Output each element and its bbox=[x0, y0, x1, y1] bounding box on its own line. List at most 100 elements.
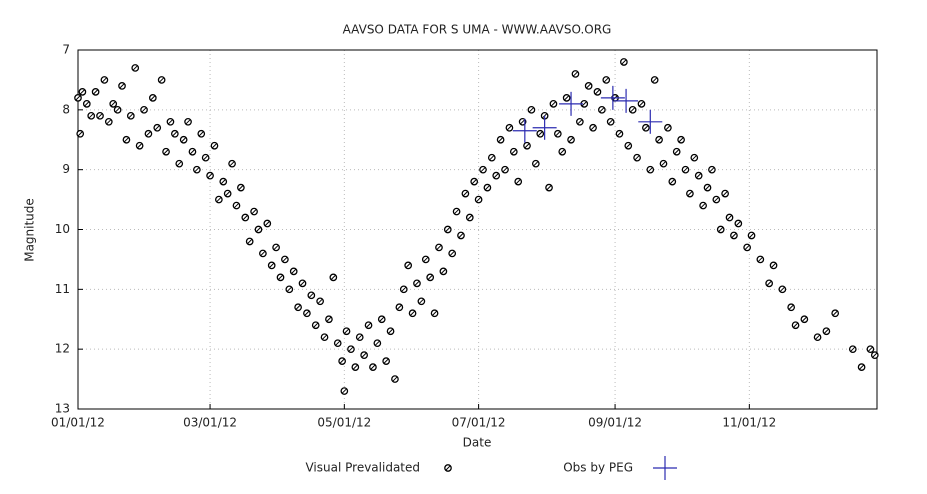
circle-marker bbox=[501, 165, 509, 174]
x-tick-label: 09/01/12 bbox=[588, 416, 642, 430]
circle-marker bbox=[536, 129, 545, 138]
circle-marker bbox=[263, 219, 272, 228]
circle-marker bbox=[232, 201, 241, 210]
marker-part bbox=[533, 161, 539, 167]
marker-part bbox=[295, 304, 301, 310]
circle-marker bbox=[435, 243, 443, 252]
marker-part bbox=[471, 179, 477, 184]
marker-part bbox=[163, 149, 169, 155]
marker-part bbox=[286, 286, 292, 292]
marker-part bbox=[432, 310, 437, 316]
circle-marker bbox=[606, 117, 615, 126]
circle-marker bbox=[443, 225, 452, 234]
marker-part bbox=[445, 227, 451, 232]
circle-marker bbox=[800, 315, 809, 324]
circle-marker bbox=[668, 177, 677, 186]
circle-marker bbox=[241, 213, 250, 222]
circle-marker bbox=[408, 309, 417, 318]
x-tick-label: 01/01/12 bbox=[51, 416, 105, 430]
marker-part bbox=[93, 89, 98, 95]
marker-part bbox=[207, 173, 213, 179]
circle-marker bbox=[386, 327, 395, 336]
circle-marker bbox=[91, 88, 100, 96]
circle-marker bbox=[87, 111, 96, 120]
marker-part bbox=[731, 233, 737, 238]
marker-part bbox=[339, 358, 345, 364]
circle-marker bbox=[426, 273, 435, 282]
marker-part bbox=[454, 209, 459, 214]
marker-part bbox=[141, 107, 147, 113]
circle-marker bbox=[747, 231, 756, 240]
marker-part bbox=[476, 197, 481, 202]
plot-frame bbox=[77, 49, 878, 410]
marker-part bbox=[599, 107, 605, 113]
marker-part bbox=[489, 155, 495, 161]
circle-marker bbox=[193, 165, 201, 174]
marker-part bbox=[326, 316, 332, 322]
circle-marker bbox=[677, 135, 685, 144]
plus-marker bbox=[532, 115, 557, 140]
circle-marker bbox=[118, 82, 126, 90]
marker-part bbox=[559, 149, 565, 155]
marker-part bbox=[172, 131, 178, 137]
marker-part bbox=[520, 119, 525, 125]
circle-marker bbox=[320, 333, 329, 342]
circle-marker bbox=[866, 345, 875, 354]
circle-marker bbox=[153, 123, 162, 132]
circle-marker bbox=[474, 195, 483, 204]
circle-marker bbox=[703, 183, 712, 192]
circle-marker bbox=[351, 363, 360, 371]
marker-part bbox=[480, 167, 486, 173]
circle-marker bbox=[708, 165, 716, 174]
marker-part bbox=[524, 143, 530, 149]
circle-marker bbox=[250, 207, 258, 216]
x-axis-label: Date bbox=[463, 436, 492, 450]
circle-marker bbox=[483, 183, 492, 192]
circle-marker bbox=[135, 141, 144, 150]
circle-marker bbox=[487, 153, 496, 162]
circle-marker bbox=[523, 141, 531, 150]
marker-part bbox=[581, 101, 587, 107]
marker-part bbox=[603, 77, 609, 83]
marker-part bbox=[405, 263, 411, 268]
circle-marker bbox=[188, 147, 197, 156]
marker-part bbox=[678, 137, 684, 143]
circle-marker bbox=[259, 249, 267, 258]
legend-label: Obs by PEG bbox=[563, 461, 633, 475]
marker-part bbox=[84, 101, 90, 107]
circle-marker bbox=[316, 297, 324, 306]
marker-part bbox=[379, 316, 385, 322]
marker-part bbox=[749, 233, 754, 238]
circle-marker bbox=[404, 261, 413, 270]
marker-part bbox=[568, 137, 574, 143]
marker-part bbox=[115, 107, 120, 113]
circle-marker bbox=[734, 219, 743, 228]
marker-part bbox=[868, 346, 873, 352]
circle-marker bbox=[298, 279, 307, 288]
marker-part bbox=[771, 263, 776, 268]
marker-part bbox=[511, 149, 517, 155]
y-tick-label: 9 bbox=[62, 162, 70, 176]
circle-marker bbox=[179, 135, 188, 144]
marker-part bbox=[683, 167, 688, 173]
circle-marker bbox=[545, 183, 553, 192]
circle-marker bbox=[303, 309, 311, 318]
marker-part bbox=[436, 245, 442, 250]
circle-marker bbox=[448, 249, 457, 258]
marker-part bbox=[441, 269, 446, 274]
marker-part bbox=[313, 322, 319, 328]
circle-marker bbox=[96, 111, 104, 120]
marker-part bbox=[168, 119, 173, 125]
chart-title: AAVSO DATA FOR S UMA - WWW.AAVSO.ORG bbox=[343, 23, 612, 37]
marker-part bbox=[546, 185, 552, 190]
marker-part bbox=[832, 310, 838, 316]
circle-marker bbox=[602, 76, 611, 84]
circle-marker bbox=[311, 321, 320, 330]
marker-part bbox=[709, 167, 715, 173]
marker-part bbox=[652, 77, 658, 83]
circle-marker bbox=[175, 159, 184, 168]
circle-marker bbox=[340, 387, 349, 395]
circle-marker bbox=[624, 141, 633, 150]
marker-part bbox=[427, 275, 433, 280]
